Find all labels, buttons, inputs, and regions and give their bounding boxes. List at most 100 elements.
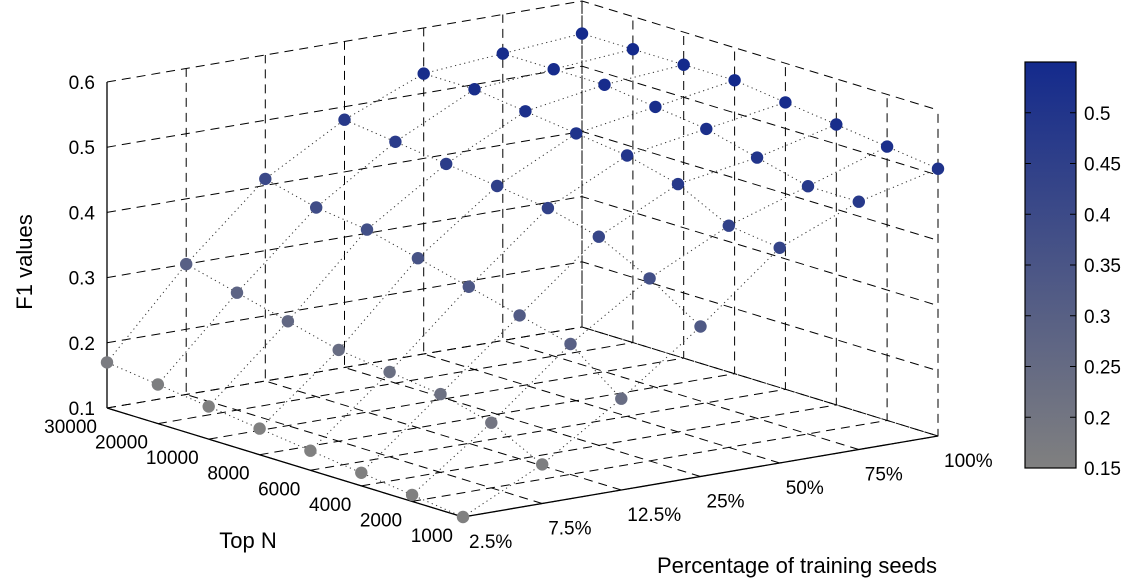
grid-line-y xyxy=(310,63,786,471)
data-point xyxy=(389,135,402,148)
y-tick-label: 20000 xyxy=(95,433,148,454)
data-point xyxy=(592,230,605,243)
data-point xyxy=(541,201,555,215)
x-tick-label: 12.5% xyxy=(627,505,681,526)
x-tick-label: 2.5% xyxy=(469,532,512,553)
data-point xyxy=(496,47,509,60)
grid-line-x xyxy=(581,1,939,437)
grid-line-y xyxy=(208,32,685,440)
data-point xyxy=(643,272,656,285)
data-point xyxy=(338,113,351,126)
data-point xyxy=(694,320,707,333)
data-point xyxy=(626,43,640,56)
data-point xyxy=(411,252,425,265)
y-tick-label: 6000 xyxy=(258,479,300,500)
x-tick-label: 50% xyxy=(786,478,824,499)
data-point xyxy=(462,280,475,293)
data-point xyxy=(332,343,345,357)
y-tick-label: 4000 xyxy=(309,495,351,516)
data-point xyxy=(417,67,430,80)
z-axis-label: F1 values xyxy=(12,214,37,309)
colorbar-tick-label: 0.2 xyxy=(1084,408,1110,429)
data-point xyxy=(230,286,244,299)
wire-row xyxy=(208,64,684,407)
x-tick-label: 25% xyxy=(707,492,745,513)
y-tick-label: 10000 xyxy=(146,448,199,469)
data-point xyxy=(259,172,272,186)
data-point xyxy=(728,74,741,87)
data-point xyxy=(564,337,577,351)
y-tick-label: 2000 xyxy=(360,510,402,531)
wire-col xyxy=(344,119,701,327)
colorbar-gradient xyxy=(1024,61,1077,469)
x-tick-label: 75% xyxy=(865,465,903,486)
data-point xyxy=(440,157,453,171)
wire-col xyxy=(185,263,543,465)
data-point xyxy=(773,241,786,254)
data-point xyxy=(468,83,481,96)
grid-line-z xyxy=(106,65,939,176)
colorbar-tick-label: 0.25 xyxy=(1084,358,1121,379)
data-point xyxy=(100,356,114,369)
data-point xyxy=(722,219,735,232)
wire-row xyxy=(411,146,888,496)
data-point xyxy=(700,122,713,136)
x-tick-label: 100% xyxy=(944,451,993,472)
colorbar-tick-label: 0.4 xyxy=(1084,205,1111,226)
grid-line-x xyxy=(344,41,701,477)
grid-line-y xyxy=(361,78,837,487)
data-point xyxy=(513,309,526,322)
colorbar-tick-label: 0.3 xyxy=(1084,307,1110,328)
y-axis-line xyxy=(106,407,464,518)
data-point xyxy=(456,510,470,524)
x-axis-line xyxy=(462,435,939,518)
grid-line-y xyxy=(106,1,583,409)
colorbar-tick-label: 0.45 xyxy=(1084,155,1121,176)
grid-line-y xyxy=(259,47,736,456)
data-point xyxy=(598,78,611,92)
data-point xyxy=(615,392,628,405)
data-point xyxy=(490,179,504,193)
data-point xyxy=(536,458,549,471)
data-point xyxy=(750,151,764,164)
data-point xyxy=(575,27,589,40)
data-point xyxy=(405,488,419,502)
data-point xyxy=(880,140,894,153)
data-point xyxy=(779,96,792,109)
data-point xyxy=(151,378,165,391)
data-point xyxy=(677,58,690,71)
data-point xyxy=(570,127,583,140)
colorbar-tick-label: 0.35 xyxy=(1084,256,1121,277)
colorbar-ticks: 0.15 0.2 0.25 0.3 0.35 0.4 0.45 0.5 xyxy=(1025,104,1121,480)
z-tick-label: 0.2 xyxy=(69,334,95,355)
data-point xyxy=(202,400,215,413)
grid-line-x xyxy=(423,28,780,464)
data-point xyxy=(649,100,662,114)
colorbar-tick-label: 0.5 xyxy=(1084,104,1110,125)
data-point xyxy=(434,387,447,401)
data-point xyxy=(830,118,843,131)
floor-axes xyxy=(106,82,939,518)
data-point xyxy=(931,162,945,175)
grid-line-z xyxy=(106,0,939,111)
data-point xyxy=(671,177,685,191)
data-point xyxy=(852,195,865,208)
y-tick-label: 30000 xyxy=(44,417,97,438)
x-axis-label: Percentage of training seeds xyxy=(657,553,937,578)
grid-line-x xyxy=(264,55,622,491)
grid-line-y xyxy=(157,16,634,425)
data-point xyxy=(355,466,368,479)
data-point xyxy=(485,416,498,429)
z-tick-label: 0.4 xyxy=(69,203,96,224)
data-point xyxy=(253,422,266,435)
back-grid xyxy=(106,0,939,518)
data-point xyxy=(281,315,295,328)
wire-row xyxy=(157,48,634,385)
y-tick-label: 1000 xyxy=(411,526,453,547)
colorbar: 0.15 0.2 0.25 0.3 0.35 0.4 0.45 0.5 xyxy=(1024,61,1121,480)
y-axis-label: Top N xyxy=(219,528,276,553)
z-tick-label: 0.5 xyxy=(69,138,95,159)
z-tick-label: 0.1 xyxy=(69,399,95,420)
data-point xyxy=(519,105,532,118)
